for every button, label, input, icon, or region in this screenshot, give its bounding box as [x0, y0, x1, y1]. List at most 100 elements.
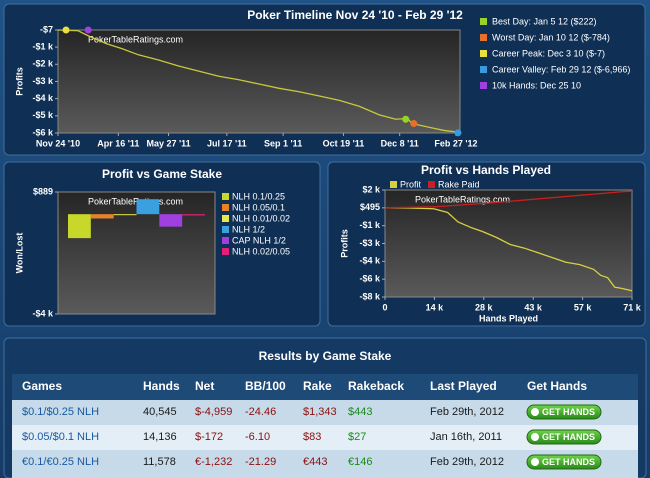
- x-tick-label: 71 k: [623, 302, 642, 312]
- legend-swatch: [480, 66, 487, 73]
- legend-label: NLH 0.02/0.05: [232, 246, 290, 256]
- button-label: GET HANDS: [542, 432, 595, 442]
- y-tick-label: -$1 k: [359, 220, 381, 230]
- table-cell: €-1,232: [195, 456, 232, 468]
- legend-label: NLH 1/2: [232, 224, 265, 234]
- bar: [90, 214, 114, 219]
- legend-swatch: [480, 34, 487, 41]
- table-cell: $27: [348, 431, 366, 443]
- x-tick-label: Dec 8 '11: [381, 138, 419, 148]
- game-link[interactable]: €0.1/€0.25 NLH: [22, 456, 99, 468]
- y-tick-label: -$4 k: [359, 256, 381, 266]
- y-tick-label: -$7: [40, 24, 53, 34]
- x-tick-label: Oct 19 '11: [323, 138, 365, 148]
- y-tick-label: -$4 k: [32, 93, 54, 103]
- line: [384, 207, 633, 292]
- watermark: PokerTableRatings.com: [88, 196, 183, 206]
- get-hands-button[interactable]: GET HANDS: [526, 429, 602, 445]
- y-tick-label: -$6 k: [359, 274, 381, 284]
- column-header: Rakeback: [348, 379, 404, 393]
- table-cell: -24.46: [245, 406, 276, 418]
- table-cell: 14,136: [143, 431, 177, 443]
- legend-swatch: [390, 181, 397, 188]
- legend-label: Career Valley: Feb 29 12 ($-6,966): [492, 64, 630, 74]
- chart-title: Poker Timeline Nov 24 '10 - Feb 29 '12: [247, 8, 463, 22]
- watermark: PokerTableRatings.com: [415, 194, 510, 204]
- get-hands-button[interactable]: GET HANDS: [526, 454, 602, 470]
- legend-label: Worst Day: Jan 10 12 ($-784): [492, 32, 610, 42]
- table-cell: $443: [348, 406, 372, 418]
- column-header: Net: [195, 379, 214, 393]
- button-bg: [526, 454, 602, 470]
- legend-swatch: [480, 50, 487, 57]
- y-tick-label: -$2 k: [32, 59, 54, 69]
- button-bg: [526, 429, 602, 445]
- game-link[interactable]: $0.1/$0.25 NLH: [22, 406, 99, 418]
- legend-label: Best Day: Jan 5 12 ($222): [492, 16, 597, 26]
- y-tick-label: -$5 k: [32, 110, 54, 120]
- get-hands-button[interactable]: GET HANDS: [526, 404, 602, 420]
- x-tick-label: 28 k: [475, 302, 494, 312]
- legend-swatch: [222, 193, 229, 200]
- column-header: BB/100: [245, 379, 286, 393]
- column-header: Rake: [303, 379, 332, 393]
- marker: [62, 26, 70, 34]
- marker: [454, 129, 462, 137]
- y-tick-label: -$3 k: [359, 238, 381, 248]
- y-axis-title: Profits: [14, 67, 24, 96]
- legend-swatch: [222, 226, 229, 233]
- legend-label: 10k Hands: Dec 25 10: [492, 80, 581, 90]
- y-axis-title: Won/Lost: [14, 233, 24, 274]
- table-cell: $83: [303, 431, 321, 443]
- button-label: GET HANDS: [542, 407, 595, 417]
- button-icon: [531, 433, 539, 441]
- button-bg: [526, 404, 602, 420]
- legend-label: Rake Paid: [438, 179, 480, 189]
- legend-swatch: [222, 248, 229, 255]
- y-tick-label: -$4 k: [32, 308, 54, 318]
- legend-label: NLH 0.1/0.25: [232, 191, 285, 201]
- x-tick-label: Nov 24 '10: [36, 138, 80, 148]
- table-header: [12, 374, 638, 400]
- x-tick-label: 43 k: [524, 302, 543, 312]
- marker: [410, 120, 418, 128]
- legend-label: NLH 0.05/0.1: [232, 202, 285, 212]
- x-axis-title: Hands Played: [479, 313, 538, 323]
- table-cell: -6.10: [245, 431, 270, 443]
- bar: [159, 214, 183, 227]
- y-tick-label: $495: [360, 202, 380, 212]
- watermark: PokerTableRatings.com: [88, 34, 183, 44]
- legend-swatch: [480, 82, 487, 89]
- table-title: Results by Game Stake: [259, 349, 392, 363]
- table-cell: $-4,959: [195, 406, 232, 418]
- chart-title: Profit vs Game Stake: [102, 167, 222, 181]
- y-tick-label: -$8 k: [359, 291, 381, 301]
- marker: [402, 115, 410, 123]
- column-header: Hands: [143, 379, 180, 393]
- legend-label: NLH 0.01/0.02: [232, 213, 290, 223]
- button-icon: [531, 458, 539, 466]
- bar: [113, 214, 137, 216]
- x-tick-label: May 27 '11: [146, 138, 190, 148]
- table-cell: -21.29: [245, 456, 276, 468]
- column-header: Get Hands: [527, 379, 587, 393]
- bar: [68, 214, 91, 239]
- legend-label: CAP NLH 1/2: [232, 235, 286, 245]
- game-link[interactable]: $0.05/$0.1 NLH: [22, 431, 99, 443]
- y-tick-label: -$1 k: [32, 41, 54, 51]
- line: [384, 190, 633, 209]
- x-tick-label: Sep 1 '11: [264, 138, 302, 148]
- y-tick-label: -$3 k: [32, 76, 54, 86]
- legend-swatch: [428, 181, 435, 188]
- chart-title: Profit vs Hands Played: [421, 163, 551, 177]
- table-cell: 40,545: [143, 406, 177, 418]
- table-cell: Feb 29th, 2012: [430, 406, 504, 418]
- x-tick-label: Feb 27 '12: [434, 138, 477, 148]
- legend-swatch: [222, 215, 229, 222]
- legend-label: Career Peak: Dec 3 10 ($-7): [492, 48, 605, 58]
- legend-swatch: [222, 204, 229, 211]
- table-cell: $1,343: [303, 406, 337, 418]
- marker: [84, 26, 92, 34]
- y-tick-label: $2 k: [362, 184, 381, 194]
